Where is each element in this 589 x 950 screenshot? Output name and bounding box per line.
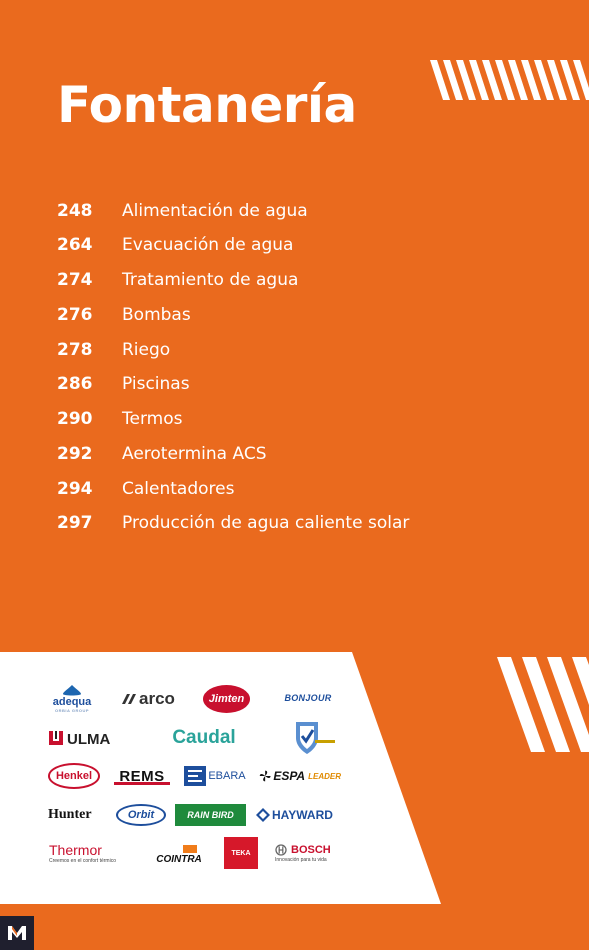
toc-item[interactable]: 294 Calentadores bbox=[0, 476, 589, 502]
toc-label: Calentadores bbox=[122, 479, 235, 499]
toc-page-number: 276 bbox=[57, 305, 93, 325]
brand-logo-teka: TEKA bbox=[224, 837, 258, 869]
jimten-oval bbox=[203, 685, 250, 713]
toc-page-number: 248 bbox=[57, 201, 93, 221]
brand-logo-adequa: adequa ORBIA GROUP bbox=[44, 683, 100, 715]
brand-logo-hayward: HAYWARD bbox=[256, 805, 340, 825]
orbit-ring bbox=[116, 804, 166, 826]
brand-logo-panel bbox=[0, 652, 441, 904]
toc-page-number: 294 bbox=[57, 479, 93, 499]
toc-page-number: 297 bbox=[57, 513, 93, 533]
toc-page-number: 286 bbox=[57, 374, 93, 394]
diagonal-stripes-decor bbox=[497, 657, 589, 752]
bottom-bar bbox=[0, 905, 589, 950]
page-title: Fontanería bbox=[57, 75, 357, 134]
arco-mark-icon bbox=[122, 694, 137, 704]
toc-label: Alimentación de agua bbox=[122, 201, 308, 221]
toc-item[interactable]: 292 Aerotermina ACS bbox=[0, 441, 589, 467]
toc-page-number: 278 bbox=[57, 340, 93, 360]
henkel-oval bbox=[48, 763, 100, 789]
toc-page-number: 292 bbox=[57, 444, 93, 464]
toc-page-number: 274 bbox=[57, 270, 93, 290]
brand-logo-caudal: Caudal bbox=[172, 727, 236, 748]
brand-logo-ebara: EBARA bbox=[181, 765, 249, 787]
toc-item[interactable]: 297 Producción de agua caliente solar bbox=[0, 510, 589, 536]
toc-item[interactable]: 274 Tratamiento de agua bbox=[0, 267, 589, 293]
toc-item[interactable]: 278 Riego bbox=[0, 337, 589, 363]
toc-label: Evacuación de agua bbox=[122, 235, 294, 255]
bosch-armature-icon bbox=[275, 843, 287, 856]
brand-logo-rainbird: RAIN BIRD bbox=[175, 804, 246, 826]
diagonal-stripes-decor bbox=[430, 60, 589, 100]
toc-label: Riego bbox=[122, 340, 171, 360]
brand-logo-ulma: ULMA bbox=[48, 728, 118, 750]
cointra-mark bbox=[183, 845, 197, 853]
rems-underline bbox=[114, 782, 170, 785]
toc-label: Tratamiento de agua bbox=[122, 270, 299, 290]
toc-label: Producción de agua caliente solar bbox=[122, 513, 410, 533]
brand-logo-bonjour: BONJOUR bbox=[284, 693, 332, 703]
toc-label: Aerotermina ACS bbox=[122, 444, 267, 464]
toc-label: Termos bbox=[122, 409, 183, 429]
m-logo-icon: M bbox=[0, 916, 34, 950]
toc-item[interactable]: 286 Piscinas bbox=[0, 371, 589, 397]
brand-logo-henkel: Henkel bbox=[48, 763, 100, 789]
adequa-drop-icon bbox=[63, 684, 81, 695]
brand-logo-orbit: Orbit bbox=[116, 804, 166, 826]
toc-page-number: 264 bbox=[57, 235, 93, 255]
brand-logo-espa: ESPA LEADER bbox=[259, 766, 341, 786]
brand-logo-jimten: Jimten bbox=[203, 685, 250, 713]
espa-fan-icon bbox=[259, 770, 271, 782]
toc-label: Bombas bbox=[122, 305, 191, 325]
hayward-mark-icon bbox=[256, 808, 270, 822]
brand-logo-rems: REMS bbox=[114, 766, 170, 786]
brand-logo-cointra: COINTRA bbox=[155, 843, 203, 867]
brand-logo-bosch: BOSCH Innovación para tu vida bbox=[275, 843, 331, 863]
brand-logo-emblem bbox=[290, 719, 338, 757]
toc-item[interactable]: 276 Bombas bbox=[0, 302, 589, 328]
toc-item[interactable]: 264 Evacuación de agua bbox=[0, 232, 589, 258]
brand-logo-thermor: Thermor Creemos en el confort térmico bbox=[49, 842, 116, 865]
shield-emblem-icon bbox=[296, 722, 335, 754]
toc-label: Piscinas bbox=[122, 374, 190, 394]
toc-item[interactable]: 248 Alimentación de agua bbox=[0, 198, 589, 224]
toc-item[interactable]: 290 Termos bbox=[0, 406, 589, 432]
ulma-mark-icon bbox=[49, 731, 63, 745]
toc-page-number: 290 bbox=[57, 409, 93, 429]
brand-logo-hunter: Hunter bbox=[48, 807, 92, 822]
brand-logo-arco: arco bbox=[113, 688, 183, 710]
ebara-mark-icon bbox=[184, 766, 207, 786]
